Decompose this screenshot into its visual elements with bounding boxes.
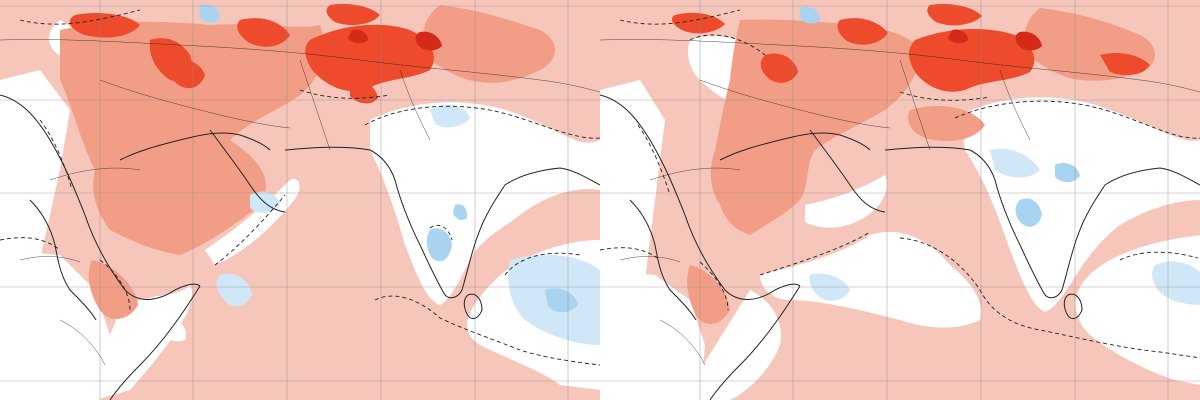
dashed-contours — [0, 9, 600, 366]
strong-warm-zones — [671, 4, 1150, 92]
map-panel-right — [600, 0, 1200, 400]
anomaly-map-left — [0, 0, 600, 400]
graticule — [600, 0, 1200, 400]
graticule — [0, 0, 600, 400]
map-panel-left — [0, 0, 600, 400]
coastlines — [600, 94, 1200, 400]
strong-warm-zones — [69, 4, 434, 104]
neutral-zones — [0, 20, 600, 400]
anomaly-map-right — [600, 0, 1200, 400]
very-strong-warm-zones — [348, 29, 442, 51]
country-borders — [0, 39, 600, 366]
moderate-cool-zones — [199, 4, 578, 313]
dashed-contours — [600, 9, 1200, 359]
coastlines — [0, 94, 600, 400]
very-strong-warm-zones — [948, 29, 1042, 51]
moderate-cool-zones — [799, 6, 1080, 227]
country-borders — [600, 39, 1200, 366]
